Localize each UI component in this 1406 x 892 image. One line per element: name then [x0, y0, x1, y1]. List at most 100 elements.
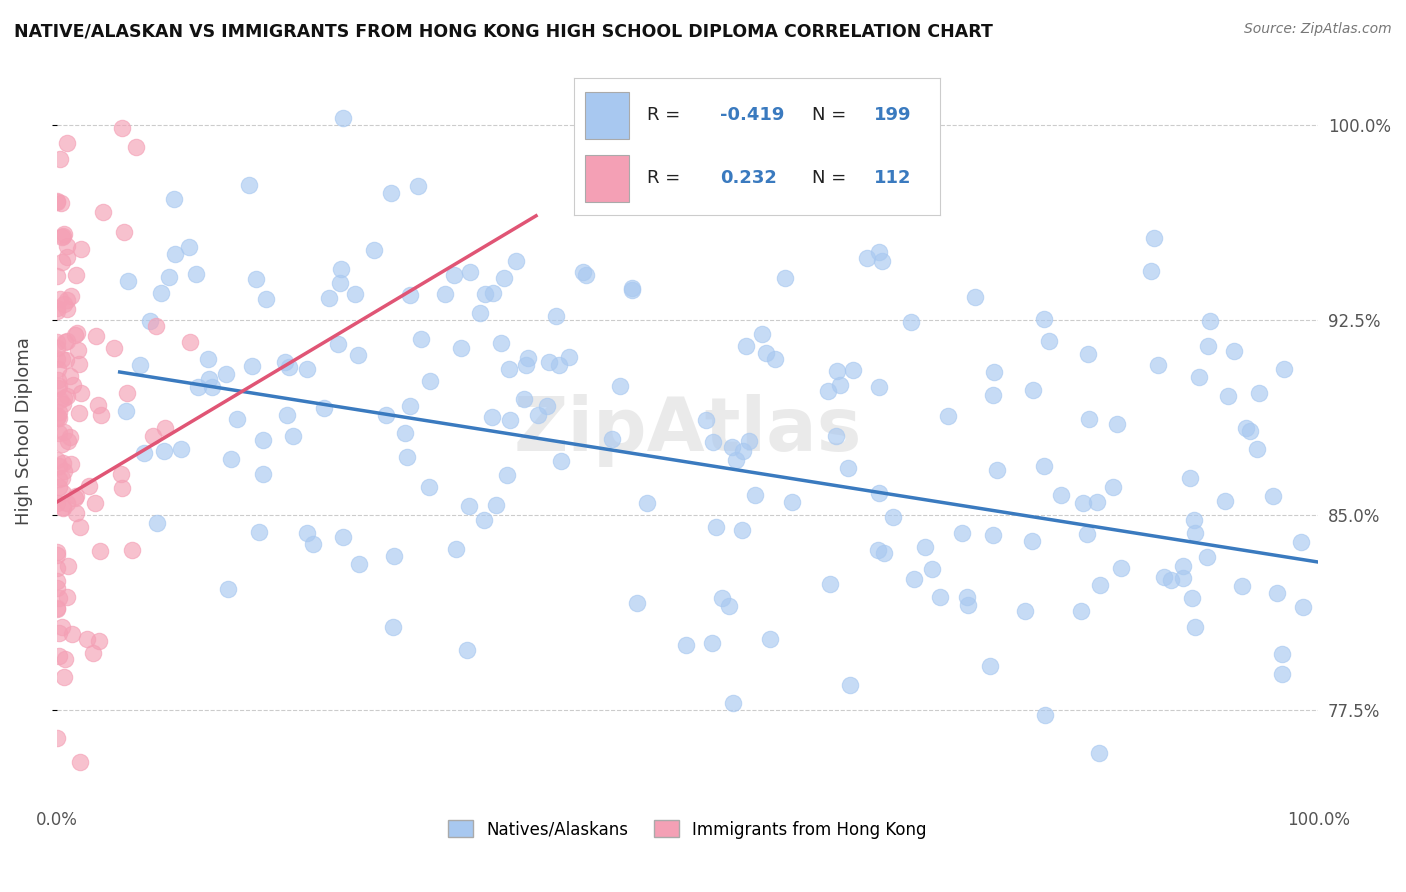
Point	[153, 421, 176, 435]
Point	[56, 434, 79, 449]
Point	[45, 453, 67, 467]
Point	[1076, 527, 1098, 541]
Point	[48, 626, 70, 640]
Point	[295, 362, 318, 376]
Point	[56, 136, 79, 151]
Point	[197, 352, 219, 367]
Point	[46, 381, 69, 395]
Point	[252, 434, 274, 448]
Point	[45, 602, 67, 616]
Text: ZipAtlas: ZipAtlas	[513, 394, 862, 467]
Point	[456, 643, 478, 657]
Point	[115, 403, 138, 417]
Point	[215, 368, 238, 382]
Point	[48, 648, 70, 663]
Point	[1246, 442, 1268, 456]
Point	[963, 289, 986, 303]
Point	[408, 178, 430, 193]
Point	[128, 358, 150, 372]
Point	[52, 486, 75, 500]
Point	[1188, 370, 1211, 384]
Point	[839, 678, 862, 692]
Point	[139, 314, 162, 328]
Point	[245, 271, 267, 285]
Point	[45, 194, 67, 208]
Point	[170, 442, 193, 457]
Point	[1102, 480, 1125, 494]
Point	[1274, 362, 1296, 376]
Point	[46, 373, 69, 387]
Point	[1049, 488, 1071, 502]
Point	[45, 411, 67, 425]
Point	[433, 287, 456, 301]
Point	[70, 242, 93, 256]
Point	[146, 516, 169, 531]
Point	[56, 590, 79, 604]
Point	[979, 659, 1001, 673]
Point	[217, 582, 239, 597]
Point	[1263, 489, 1285, 503]
Point	[121, 542, 143, 557]
Point	[184, 268, 207, 282]
Point	[48, 425, 70, 440]
Point	[1249, 386, 1271, 401]
Y-axis label: High School Diploma: High School Diploma	[15, 336, 32, 524]
Point	[117, 385, 139, 400]
Point	[45, 268, 67, 283]
Point	[1077, 411, 1099, 425]
Point	[69, 756, 91, 770]
Point	[59, 369, 82, 384]
Point	[89, 634, 111, 648]
Point	[1033, 708, 1056, 723]
Point	[474, 286, 496, 301]
Point	[51, 229, 73, 244]
Point	[89, 544, 111, 558]
Point	[773, 271, 796, 285]
Point	[60, 289, 83, 303]
Point	[55, 250, 77, 264]
Point	[1232, 578, 1254, 592]
Point	[735, 339, 758, 353]
Point	[46, 544, 69, 558]
Point	[225, 412, 247, 426]
Point	[515, 358, 537, 372]
Point	[868, 486, 890, 500]
Point	[621, 283, 644, 297]
Point	[458, 265, 481, 279]
Point	[1178, 471, 1201, 485]
Point	[66, 343, 89, 357]
Point	[51, 437, 73, 451]
Point	[53, 227, 76, 241]
Point	[395, 450, 418, 464]
Point	[52, 229, 75, 244]
Point	[60, 458, 83, 472]
Point	[1088, 578, 1111, 592]
Point	[165, 246, 187, 260]
Point	[332, 530, 354, 544]
Point	[111, 120, 134, 135]
Point	[557, 350, 579, 364]
Point	[751, 327, 773, 342]
Point	[950, 526, 973, 541]
Point	[527, 408, 550, 422]
Point	[1085, 495, 1108, 509]
Point	[62, 627, 84, 641]
Point	[45, 301, 67, 315]
Point	[276, 408, 298, 422]
Point	[398, 288, 420, 302]
Point	[1171, 558, 1194, 573]
Point	[65, 489, 87, 503]
Point	[620, 281, 643, 295]
Point	[69, 385, 91, 400]
Point	[903, 572, 925, 586]
Legend: Natives/Alaskans, Immigrants from Hong Kong: Natives/Alaskans, Immigrants from Hong K…	[441, 814, 934, 846]
Point	[48, 405, 70, 419]
Point	[446, 541, 468, 556]
Point	[219, 451, 242, 466]
Point	[744, 487, 766, 501]
Point	[56, 334, 79, 348]
Point	[825, 364, 848, 378]
Point	[46, 361, 69, 376]
Point	[1198, 314, 1220, 328]
Point	[328, 277, 350, 291]
